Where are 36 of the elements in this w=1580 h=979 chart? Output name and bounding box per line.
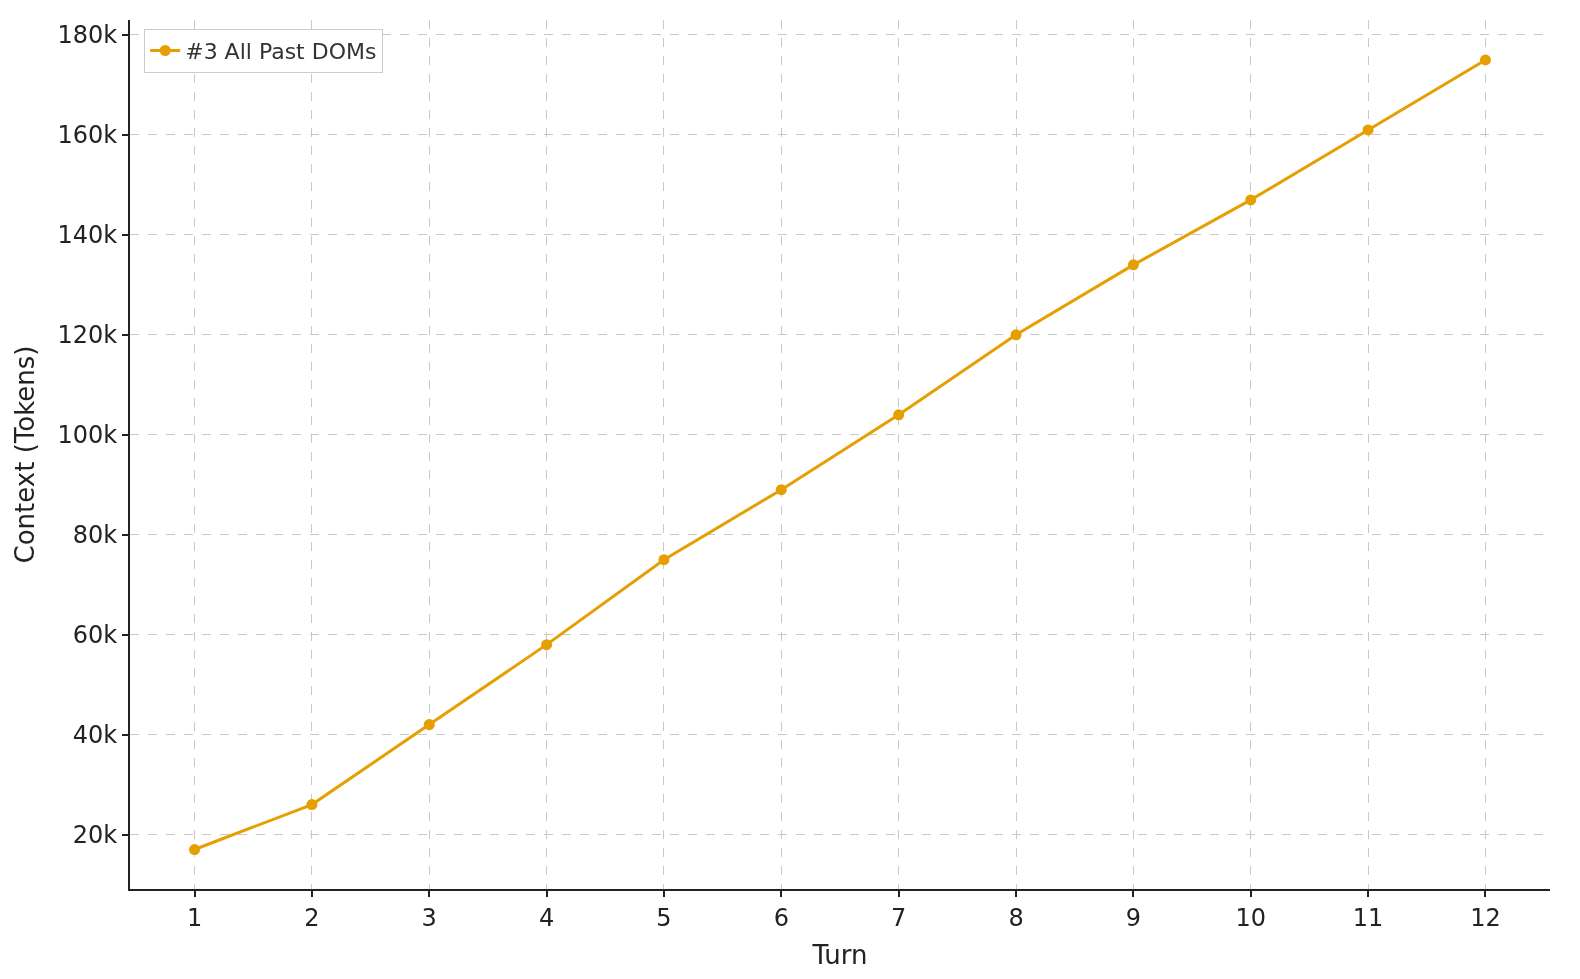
x-tick-label: 3 bbox=[421, 903, 437, 932]
point bbox=[306, 799, 318, 811]
x-tick-label: 11 bbox=[1352, 903, 1384, 932]
x-tick-label: 5 bbox=[656, 903, 672, 932]
y-tick-label: 140k bbox=[57, 221, 118, 250]
y-tick-label: 180k bbox=[57, 21, 118, 50]
x-tick-label: 10 bbox=[1235, 903, 1267, 932]
y-tick-label: 120k bbox=[57, 321, 118, 350]
point bbox=[1362, 124, 1374, 136]
point bbox=[189, 844, 201, 856]
x-tick-label: 12 bbox=[1470, 903, 1501, 932]
x-tick-label: 4 bbox=[538, 903, 555, 932]
x-tick-label: 8 bbox=[1008, 903, 1024, 932]
x-tick-label: 2 bbox=[304, 903, 320, 932]
x-axis-title: Turn bbox=[811, 940, 868, 970]
point bbox=[1127, 259, 1139, 271]
point bbox=[423, 719, 435, 731]
point bbox=[1010, 329, 1022, 341]
y-axis-title: Context (Tokens) bbox=[10, 345, 41, 564]
y-tick-label: 60k bbox=[72, 621, 118, 650]
y-tick-label: 40k bbox=[72, 720, 118, 749]
x-tick-label: 7 bbox=[891, 903, 907, 932]
point bbox=[775, 484, 787, 496]
point bbox=[541, 639, 553, 651]
point bbox=[658, 554, 670, 566]
legend-label: #3 All Past DOMs bbox=[185, 39, 377, 65]
y-tick-label: 20k bbox=[72, 820, 118, 849]
x-tick-label: 9 bbox=[1125, 903, 1142, 932]
point bbox=[1479, 54, 1491, 66]
x-tick-label: 1 bbox=[186, 903, 203, 932]
x-tick-label: 6 bbox=[773, 903, 789, 932]
point bbox=[893, 409, 905, 421]
y-tick-label: 80k bbox=[72, 521, 118, 550]
y-tick-label: 100k bbox=[57, 421, 118, 450]
point bbox=[1245, 194, 1257, 206]
y-tick-label: 160k bbox=[57, 121, 118, 150]
